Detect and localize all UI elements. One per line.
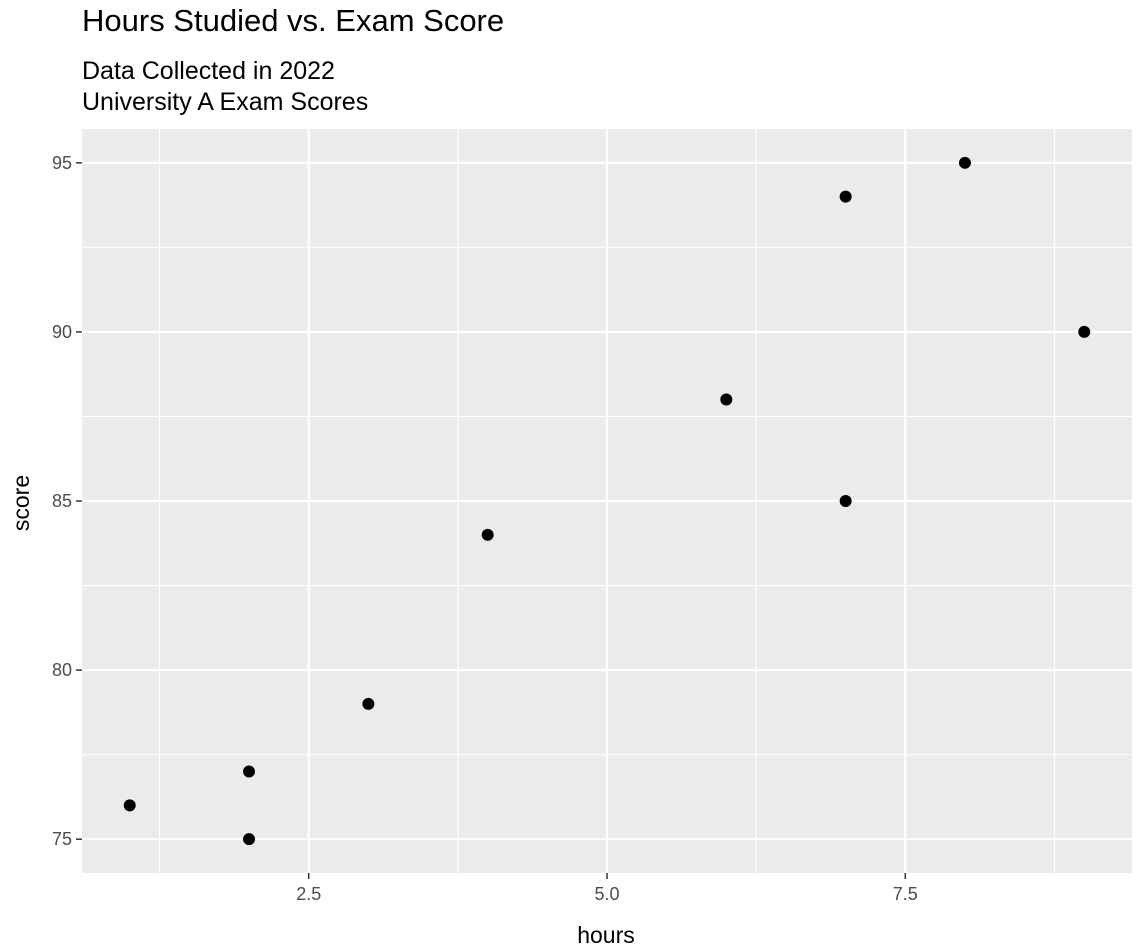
data-point [123,799,136,812]
x-tick-label: 5.0 [594,884,619,904]
x-axis: 2.5 5.0 7.5 [296,873,918,904]
data-point [1078,325,1091,338]
y-tick-label: 95 [52,153,72,173]
data-point [958,156,971,169]
data-point [243,765,256,778]
y-axis: 75 80 85 90 95 [52,153,82,849]
chart-title: Hours Studied vs. Exam Score [82,3,504,38]
y-tick-label: 90 [52,322,72,342]
y-tick-label: 85 [52,491,72,511]
y-tick-label: 80 [52,660,72,680]
x-tick-label: 7.5 [893,884,918,904]
major-gridlines [82,129,1132,873]
chart-subtitle-line-1: Data Collected in 2022 [82,57,335,85]
data-points [123,156,1091,846]
y-axis-label: score [8,475,34,531]
data-point [362,697,375,710]
y-tick-label: 75 [52,829,72,849]
data-point [839,495,852,507]
data-point [481,528,494,541]
x-tick-label: 2.5 [296,884,321,904]
data-point [243,833,256,846]
data-point [839,190,852,203]
data-point [720,393,733,406]
chart-subtitle-line-2: University A Exam Scores [82,88,368,116]
x-axis-label: hours [577,922,635,948]
